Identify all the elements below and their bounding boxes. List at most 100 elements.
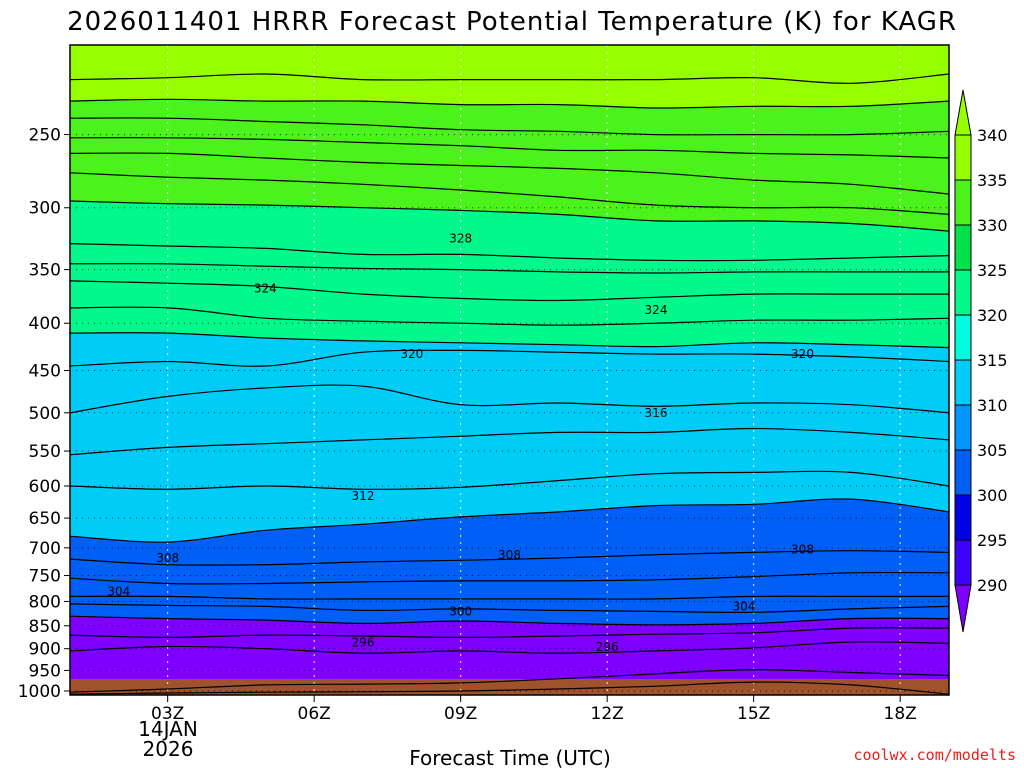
contour-label-320: 320 (791, 347, 814, 361)
y-tick-label-750: 750 (29, 567, 61, 587)
colorbar-label-310: 310 (977, 396, 1008, 415)
colorbar-segment-305 (954, 404, 972, 451)
contour-label-300: 300 (449, 604, 472, 618)
contour-label-text: 296 (352, 635, 375, 649)
contour-label-320: 320 (400, 347, 423, 361)
contour-label-308: 308 (156, 551, 179, 565)
contour-label-296: 296 (596, 640, 619, 654)
contour-label-text: 320 (791, 347, 814, 361)
isentrope-342 (70, 73, 949, 84)
x-tick-label-12Z: 12Z (591, 704, 624, 724)
contour-label-text: 324 (254, 282, 277, 296)
y-tick-label-700: 700 (29, 539, 61, 559)
colorbar-label-325: 325 (977, 261, 1008, 280)
colorbar-label-295: 295 (977, 531, 1008, 550)
contour-label-308: 308 (791, 543, 814, 557)
plot-area: 328 324 324 320 320 316 312 308 308 308 304 304 300 2… (69, 44, 950, 696)
isentrope-330 (70, 200, 949, 232)
pressure-axis: 250 300 350 400 450 500 550 600 650 700 750 800 850 9… (18, 126, 70, 702)
contour-label-text: 316 (645, 406, 668, 420)
x-tick-label-09Z: 09Z (444, 704, 477, 724)
isentrope-308 (70, 550, 949, 566)
y-tick-label-900: 900 (29, 640, 61, 660)
colorbar-top-arrow (954, 89, 972, 136)
contour-label-text: 308 (498, 548, 521, 562)
colorbar-label-340: 340 (977, 126, 1008, 145)
isentrope-326 (70, 263, 949, 274)
isentrope-318 (70, 349, 949, 367)
contour-label-text: 328 (449, 232, 472, 246)
isentrope-296 (70, 641, 949, 654)
y-tick-label-650: 650 (29, 509, 61, 529)
x-tick-label-06Z: 06Z (298, 704, 331, 724)
isentrope-314 (70, 427, 949, 456)
y-tick-label-250: 250 (29, 126, 61, 146)
colorbar-segment-300 (954, 449, 972, 496)
y-tick-label-950: 950 (29, 661, 61, 681)
contour-label-text: 320 (400, 347, 423, 361)
isentrope-332 (70, 172, 949, 215)
contour-label-304: 304 (107, 584, 130, 598)
colorbar-segment-335 (954, 134, 972, 181)
contour-label-308: 308 (498, 548, 521, 562)
colorbar-label-290: 290 (977, 576, 1008, 595)
colorbar-segment-325 (954, 224, 972, 271)
isentrope-340 (70, 98, 949, 109)
contour-label-text: 312 (352, 489, 375, 503)
y-tick-label-450: 450 (29, 361, 61, 381)
chart-title: 2026011401 HRRR Forecast Potential Tempe… (67, 7, 957, 37)
y-tick-label-850: 850 (29, 617, 61, 637)
isentrope-294 (70, 668, 949, 693)
colorbar: 290 295 300 305 310 315 320 325 330 335 340 (954, 89, 1008, 633)
colorbar-bottom-arrow (954, 584, 972, 633)
isentrope-306 (70, 571, 949, 585)
contour-label-text: 304 (732, 599, 755, 613)
colorbar-label-315: 315 (977, 351, 1008, 370)
y-tick-label-1000: 1000 (18, 682, 61, 702)
contour-label-text: 324 (645, 303, 668, 317)
y-tick-label-500: 500 (29, 404, 61, 424)
y-tick-label-350: 350 (29, 261, 61, 281)
contour-label-324: 324 (645, 303, 668, 317)
colorbar-segment-320 (954, 269, 972, 316)
theta-fill-layers (70, 45, 949, 695)
isentrope-320 (70, 332, 949, 349)
date-day-label: 14JAN (138, 717, 198, 741)
isentrope-310 (70, 498, 949, 543)
isentrope-contours (70, 73, 949, 695)
colorbar-label-300: 300 (977, 486, 1008, 505)
isentrope-316 (70, 384, 949, 414)
contour-labels: 328 324 324 320 320 316 312 308 308 308 304 304 300 2… (107, 232, 814, 654)
isentrope-292 (70, 681, 949, 695)
y-tick-label-400: 400 (29, 314, 61, 334)
x-tick-label-18Z: 18Z (884, 704, 917, 724)
y-tick-label-600: 600 (29, 477, 61, 497)
colorbar-label-305: 305 (977, 441, 1008, 460)
y-tick-label-800: 800 (29, 592, 61, 612)
isentrope-300 (70, 615, 949, 626)
contour-label-text: 308 (791, 543, 814, 557)
credit-link[interactable]: coolwx.com/modelts (853, 746, 1016, 764)
isentrope-334 (70, 152, 949, 195)
colorbar-segment-315 (954, 314, 972, 361)
isentrope-338 (70, 117, 949, 136)
x-tick-label-15Z: 15Z (737, 704, 770, 724)
contour-label-304: 304 (732, 599, 755, 613)
time-axis: 03Z 06Z 09Z 12Z 15Z 18Z (151, 695, 917, 724)
isentrope-336 (70, 137, 949, 159)
contour-label-text: 304 (107, 584, 130, 598)
colorbar-segment-295 (954, 494, 972, 541)
contour-label-296: 296 (352, 635, 375, 649)
contour-label-324: 324 (254, 282, 277, 296)
x-tick-label-03Z: 03Z (151, 704, 184, 724)
y-tick-label-300: 300 (29, 199, 61, 219)
isentrope-304 (70, 595, 949, 600)
colorbar-segment-310 (954, 359, 972, 406)
x-axis-title: Forecast Time (UTC) (409, 746, 611, 768)
contour-label-312: 312 (352, 489, 375, 503)
isentrope-312 (70, 470, 949, 490)
colorbar-label-335: 335 (977, 171, 1008, 190)
contour-label-text: 308 (156, 551, 179, 565)
colorbar-segment-290 (954, 539, 972, 586)
